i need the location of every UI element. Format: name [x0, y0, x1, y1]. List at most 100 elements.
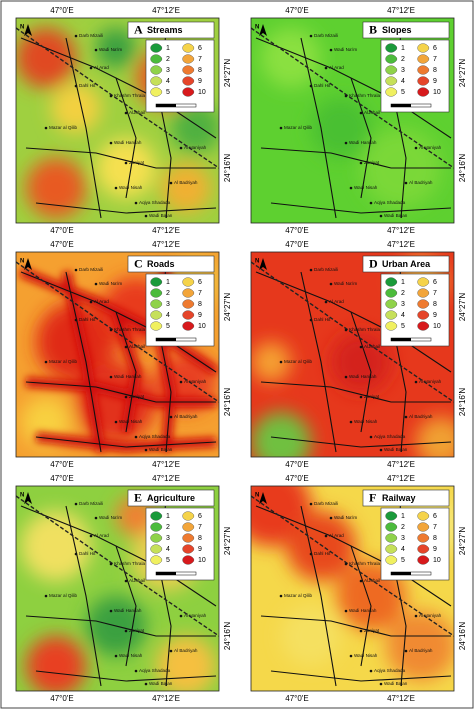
- legend-swatch: [182, 87, 195, 97]
- place-dot: [309, 502, 313, 506]
- scale-bar-fill: [156, 104, 176, 107]
- place-dot: [89, 66, 93, 70]
- map-body: Darb Mizaili Wadi Na'im Al Arad Dahl Hit Kha…: [16, 18, 219, 223]
- place-dot: [324, 66, 328, 70]
- place-dot: [349, 654, 353, 658]
- legend-swatch: [385, 54, 398, 64]
- map-panel: Darb Mizaili Wadi Na'im Al Arad Dahl Hit Kha…: [15, 6, 232, 235]
- legend-label: 6: [198, 513, 202, 520]
- road: [260, 615, 451, 637]
- place-label: Zoniyat: [129, 628, 145, 633]
- place-dot: [44, 126, 48, 130]
- place-dot: [169, 181, 173, 185]
- latitude-label: 24°16'N: [223, 388, 232, 417]
- place-label: Al Badriyah: [409, 648, 433, 653]
- place-dot: [109, 562, 113, 566]
- longitude-label: 47°0'E: [50, 694, 73, 703]
- legend-swatch: [385, 511, 398, 521]
- place-dot: [74, 502, 78, 506]
- place-label: Wadi Nisah: [119, 653, 143, 658]
- panel-title: Roads: [147, 259, 175, 269]
- place-label: Dahl Hit: [314, 317, 331, 322]
- place-label: Khashm Thrala Bila: [349, 561, 389, 566]
- place-label: Al Arad: [94, 65, 109, 70]
- place-label: Dahl Hit: [79, 83, 96, 88]
- place-label: Wadi Nisah: [354, 185, 378, 190]
- place-label: Wadi Hanifah: [349, 608, 377, 613]
- legend-label: 1: [166, 279, 170, 286]
- surface-zone: [16, 28, 76, 88]
- road: [350, 311, 372, 433]
- legend-swatch: [182, 533, 195, 543]
- place-label: Al Haniyah: [184, 379, 207, 384]
- surface-zone: [26, 158, 86, 218]
- legend-label: 5: [401, 323, 405, 330]
- longitude-label: 47°12'E: [152, 460, 180, 469]
- north-label: N: [20, 259, 24, 265]
- place-dot: [309, 34, 313, 38]
- north-arrow: [259, 24, 267, 36]
- longitude-label: 47°0'E: [285, 460, 308, 469]
- place-label: Wadi Nisah: [354, 419, 378, 424]
- surface-zone: [311, 98, 371, 158]
- place-label: Darb Mizaili: [79, 33, 103, 38]
- legend-swatch: [182, 321, 195, 331]
- road: [20, 505, 217, 607]
- title-box: [127, 21, 215, 39]
- place-dot: [349, 186, 353, 190]
- place-dot: [124, 345, 128, 349]
- road: [270, 436, 452, 448]
- place-dot: [379, 448, 383, 452]
- place-dot: [114, 654, 118, 658]
- latitude-label: 24°16'N: [223, 154, 232, 183]
- place-dot: [74, 268, 78, 272]
- railway: [251, 495, 454, 637]
- place-label: Aqiya Shadada: [139, 434, 171, 439]
- place-label: Zoniyat: [129, 394, 145, 399]
- legend-label: 3: [166, 301, 170, 308]
- place-label: Al Haniyah: [184, 613, 207, 618]
- legend-swatch: [182, 310, 195, 320]
- place-dot: [124, 111, 128, 115]
- legend-label: 2: [401, 56, 405, 63]
- road: [260, 381, 451, 403]
- legend-swatch: [417, 288, 430, 298]
- place-dot: [134, 435, 138, 439]
- longitude-label: 47°0'E: [50, 474, 73, 483]
- surface-zone: [261, 28, 321, 88]
- place-dot: [279, 594, 283, 598]
- place-dot: [344, 609, 348, 613]
- latitude-label: 24°27'N: [458, 59, 467, 88]
- legend-swatch: [385, 321, 398, 331]
- place-label: Al Haniyah: [184, 145, 207, 150]
- place-dot: [344, 562, 348, 566]
- legend-swatch: [150, 555, 163, 565]
- surface-zone: [281, 606, 341, 666]
- surface-zone: [156, 636, 216, 691]
- longitude-label: 47°0'E: [50, 240, 73, 249]
- place-dot: [359, 395, 363, 399]
- place-label: Darb Mizaili: [314, 267, 338, 272]
- place-label: AlJubail: [364, 578, 380, 583]
- legend-swatch: [385, 277, 398, 287]
- legend-label: 4: [401, 546, 405, 553]
- road: [350, 77, 372, 199]
- map-border: [15, 17, 220, 224]
- longitude-label: 47°12'E: [152, 694, 180, 703]
- place-dot: [379, 682, 383, 686]
- place-label: AlJubail: [129, 578, 145, 583]
- legend-swatch: [417, 310, 430, 320]
- place-dot: [74, 84, 78, 88]
- road: [115, 77, 137, 199]
- place-dot: [74, 552, 78, 556]
- place-dot: [379, 214, 383, 218]
- longitude-label: 47°12'E: [152, 240, 180, 249]
- place-dot: [109, 141, 113, 145]
- place-label: Khashm Thrala Bila: [349, 93, 389, 98]
- legend-label: 8: [198, 67, 202, 74]
- place-label: Wadi Hanifah: [114, 140, 142, 145]
- place-label: Khashm Thrala Bila: [114, 327, 154, 332]
- north-label: N: [255, 259, 259, 265]
- place-label: Wadi Na'im: [334, 515, 357, 520]
- legend-label: 3: [166, 535, 170, 542]
